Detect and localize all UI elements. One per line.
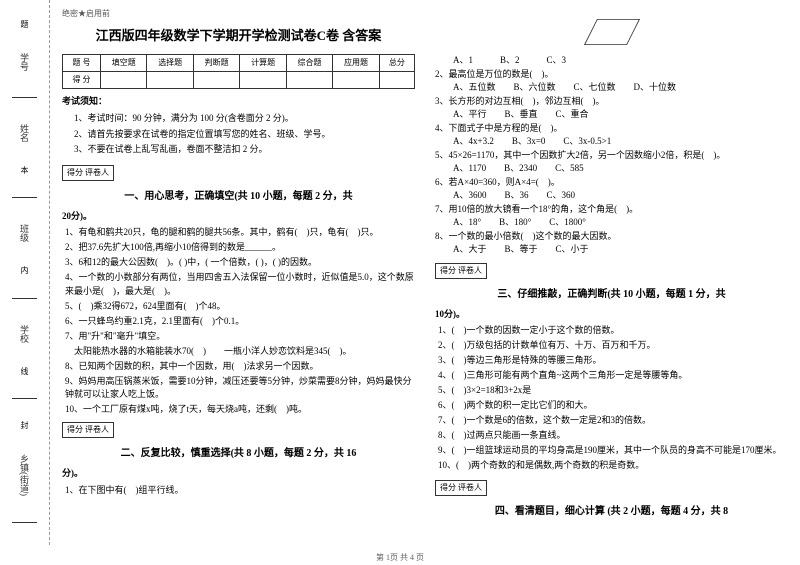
q5-options: A、1170 B、2340 C、585 (435, 162, 788, 176)
q4-options: A、4x+3.2 B、3x=0 C、3x-0.5>1 (435, 135, 788, 149)
section-2-title: 二、反复比较，慎重选择(共 8 小题，每题 2 分，共 16 (62, 446, 415, 461)
score-h-2: 选择题 (147, 54, 193, 71)
score-h-5: 综合题 (286, 54, 332, 71)
q-item: 7、( )一个数是6的倍数，这个数一定是2和3的倍数。 (438, 414, 788, 428)
margin-label-0: 学号 (18, 48, 31, 76)
margin-seal-1: 本 (21, 165, 29, 176)
q7: 7、用10倍的放大镜看一个18°的角，这个角是( )。 (435, 203, 788, 217)
grade-box-2: 得分 评卷人 (62, 422, 114, 438)
q-item: 1、有龟和鹤共20只，龟的腿和鹤的腿共56条。其中，鹤有( )只，龟有( )只。 (65, 226, 415, 240)
q-item: 6、( )两个数的积一定比它们的和大。 (438, 399, 788, 413)
q-item: 5、( )乘32得672，624里面有( )个48。 (65, 300, 415, 314)
page-footer: 第 1页 共 4 页 (0, 552, 800, 563)
q-item: 1、( )一个数的因数一定小于这个数的倍数。 (438, 324, 788, 338)
grade-box-4: 得分 评卷人 (435, 480, 487, 496)
section-3-tail: 10分)。 (435, 308, 788, 322)
margin-label-1: 姓名 (18, 119, 31, 147)
q-item: 3、6和12的最大公因数( )。( )中，( 一个倍数，( )，( )的因数。 (65, 256, 415, 270)
margin-seal-0: 题 (21, 19, 29, 30)
content-area: 绝密★启用前 江西版四年级数学下学期开学检测试卷C卷 含答案 题 号 填空题 选… (50, 0, 800, 545)
q3: 3、长方形的对边互相( )，邻边互相( )。 (435, 95, 788, 109)
confidential-mark: 绝密★启用前 (62, 8, 415, 20)
q-item: 3、( )等边三角形是特殊的等腰三角形。 (438, 354, 788, 368)
section-1-title: 一、用心思考，正确填空(共 10 小题，每题 2 分，共 (62, 189, 415, 204)
margin-line (12, 197, 37, 198)
section-2-tail: 分)。 (62, 467, 415, 481)
q-item: 5、( )3×2=18和3+2x是 (438, 384, 788, 398)
notice-item: 1、考试时间：90 分钟，满分为 100 分(含卷面分 2 分)。 (74, 112, 415, 126)
section-1-tail: 20分)。 (62, 210, 415, 224)
q8: 8、一个数的最小倍数( )这个数的最大因数。 (435, 230, 788, 244)
grade-box-3: 得分 评卷人 (435, 263, 487, 279)
score-cell[interactable] (333, 71, 379, 88)
q6: 6、若A×40=360，则A×4=( )。 (435, 176, 788, 190)
margin-line (12, 398, 37, 399)
q2: 2、最高位是万位的数是( )。 (435, 68, 788, 82)
margin-line (12, 97, 37, 98)
q6-options: A、3600 B、36 C、360 (435, 189, 788, 203)
q-item: 太阳能热水器的水箱能装水70( ) 一瓶小洋人妙恋饮料是345( )。 (65, 345, 415, 359)
margin-label-2: 班级 (18, 219, 31, 247)
section-4-title: 四、看清题目，细心计算 (共 2 小题，每题 4 分，共 8 (435, 504, 788, 519)
q5: 5、45×26=1170，其中一个因数扩大2倍，另一个因数缩小2倍，积是( )。 (435, 149, 788, 163)
q4: 4、下面式子中是方程的是( )。 (435, 122, 788, 136)
exam-title: 江西版四年级数学下学期开学检测试卷C卷 含答案 (62, 26, 415, 46)
binding-margin: 题 学号 姓名 本 班级 内 学校 线 封 乡镇(街道) (0, 0, 50, 545)
grade-box-1: 得分 评卷人 (62, 165, 114, 181)
q-item: 4、一个数的小数部分有两位，当用四舍五入法保留一位小数时，近似值是5.0，这个数… (65, 271, 415, 298)
q-item: 2、把37.6先扩大100倍,再缩小10倍得到的数是______。 (65, 241, 415, 255)
score-table: 题 号 填空题 选择题 判断题 计算题 综合题 应用题 总分 得 分 (62, 54, 415, 89)
score-cell[interactable] (147, 71, 193, 88)
margin-label-4: 乡镇(街道) (18, 449, 31, 501)
score-cell[interactable] (379, 71, 414, 88)
q-item: 7、用"升"和"毫升"填空。 (65, 330, 415, 344)
q-item: 10、一个工厂原有煤x吨，烧了t天，每天烧a吨，还剩( )吨。 (65, 403, 415, 417)
q-item: 9、妈妈用高压锅蒸米饭，需要10分钟，减压还要等5分钟，炒菜需要8分钟，妈妈最快… (65, 375, 415, 402)
margin-seal-3: 线 (21, 366, 29, 377)
score-cell[interactable] (193, 71, 239, 88)
q1-options: A、1 B、2 C、3 (435, 54, 788, 68)
q-item: 2、( )万级包括的计数单位有万、十万、百万和千万。 (438, 339, 788, 353)
score-h-4: 计算题 (240, 54, 286, 71)
q3-options: A、平行 B、垂直 C、重合 (435, 108, 788, 122)
margin-seal-4: 封 (21, 420, 29, 431)
q-item: 6、一只蜂鸟约重2.1克，2.1里面有( )个0.1。 (65, 315, 415, 329)
score-h-6: 应用题 (333, 54, 379, 71)
score-cell[interactable] (101, 71, 147, 88)
q2-options: A、五位数 B、六位数 C、七位数 D、十位数 (435, 81, 788, 95)
notice-list: 1、考试时间：90 分钟，满分为 100 分(含卷面分 2 分)。 2、请首先按… (62, 112, 415, 157)
q-item: 1、在下图中有( )组平行线。 (65, 484, 415, 498)
q7-options: A、18° B、180° C、1800° (435, 216, 788, 230)
score-cell[interactable] (286, 71, 332, 88)
section-3-list: 1、( )一个数的因数一定小于这个数的倍数。 2、( )万级包括的计数单位有万、… (435, 324, 788, 473)
margin-seal-2: 内 (21, 265, 29, 276)
right-column: A、1 B、2 C、3 2、最高位是万位的数是( )。 A、五位数 B、六位数 … (435, 8, 788, 537)
parallelogram-shape (584, 19, 639, 44)
q-item: 8、( )过两点只能画一条直线。 (438, 429, 788, 443)
score-h-0: 题 号 (63, 54, 101, 71)
left-column: 绝密★启用前 江西版四年级数学下学期开学检测试卷C卷 含答案 题 号 填空题 选… (62, 8, 415, 537)
score-r-0: 得 分 (63, 71, 101, 88)
margin-line (12, 522, 37, 523)
section-2-list: 1、在下图中有( )组平行线。 (62, 484, 415, 498)
section-1-list: 1、有龟和鹤共20只，龟的腿和鹤的腿共56条。其中，鹤有( )只，龟有( )只。… (62, 226, 415, 417)
q-item: 8、已知两个因数的积，其中一个因数，用( )法求另一个因数。 (65, 360, 415, 374)
notice-item: 3、不要在试卷上乱写乱画，卷面不整洁扣 2 分。 (74, 143, 415, 157)
margin-label-3: 学校 (18, 320, 31, 348)
score-h-3: 判断题 (193, 54, 239, 71)
score-h-1: 填空题 (101, 54, 147, 71)
q8-options: A、大于 B、等于 C、小于 (435, 243, 788, 257)
score-h-7: 总分 (379, 54, 414, 71)
margin-line (12, 298, 37, 299)
score-cell[interactable] (240, 71, 286, 88)
notice-heading: 考试须知： (62, 95, 415, 109)
q-item: 10、( )两个奇数的和是偶数,两个奇数的积是奇数。 (438, 459, 788, 473)
notice-item: 2、请首先按要求在试卷的指定位置填写您的姓名、班级、学号。 (74, 128, 415, 142)
q-item: 9、( )一组篮球运动员的平均身高是190厘米，其中一个队员的身高不可能是170… (438, 444, 788, 458)
section-3-title: 三、仔细推敲，正确判断(共 10 小题，每题 1 分，共 (435, 287, 788, 302)
q-item: 4、( )三角形可能有两个直角~这两个三角形一定是等腰等角。 (438, 369, 788, 383)
parallelogram-figure (572, 12, 652, 52)
